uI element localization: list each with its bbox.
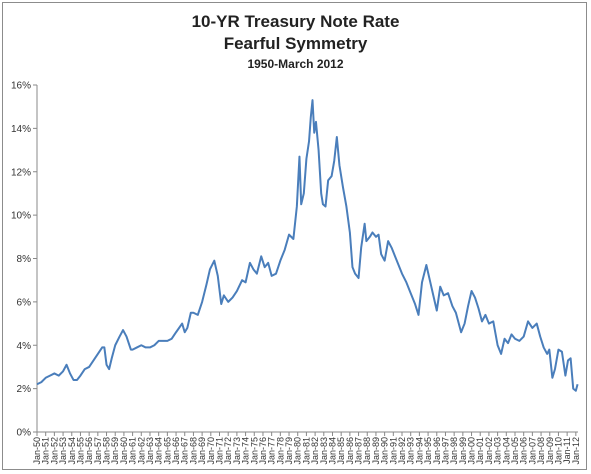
- x-tick-label: Jan-06: [519, 437, 529, 465]
- x-tick-label: Jan-60: [119, 437, 129, 465]
- x-tick-label: Jan-73: [232, 437, 242, 465]
- x-tick-label: Jan-82: [310, 437, 320, 465]
- x-tick-label: Jan-92: [397, 437, 407, 465]
- x-tick-label: Jan-56: [84, 437, 94, 465]
- y-tick-label: 8%: [17, 254, 32, 265]
- x-tick-label: Jan-01: [475, 437, 485, 465]
- x-tick-label: Jan-84: [327, 437, 337, 465]
- x-tick-label: Jan-75: [249, 437, 259, 465]
- x-tick-label: Jan-90: [380, 437, 390, 465]
- x-tick-label: Jan-81: [301, 437, 311, 465]
- x-tick-label: Jan-07: [527, 437, 537, 465]
- x-tick-label: Jan-64: [154, 437, 164, 465]
- x-tick-label: Jan-70: [206, 437, 216, 465]
- x-tick-label: Jan-53: [58, 437, 68, 465]
- x-tick-label: Jan-52: [49, 437, 59, 465]
- x-tick-label: Jan-03: [493, 437, 503, 465]
- x-tick-label: Jan-80: [293, 437, 303, 465]
- y-tick-label: 14%: [11, 124, 31, 135]
- x-tick-label: Jan-51: [41, 437, 51, 465]
- x-tick-label: Jan-98: [449, 437, 459, 465]
- x-tick-label: Jan-86: [345, 437, 355, 465]
- chart-date-range: 1950-March 2012: [247, 57, 344, 71]
- x-tick-label: Jan-02: [484, 437, 494, 465]
- y-tick-label: 4%: [17, 341, 32, 352]
- series-line: [36, 99, 579, 392]
- x-tick-label: Jan-74: [241, 437, 251, 465]
- x-tick-label: Jan-50: [32, 437, 42, 465]
- x-tick-label: Jan-72: [223, 437, 233, 465]
- x-tick-label: Jan-94: [414, 437, 424, 465]
- x-axis-ticks: Jan-50Jan-51Jan-52Jan-53Jan-54Jan-55Jan-…: [32, 432, 581, 465]
- x-tick-label: Jan-88: [362, 437, 372, 465]
- x-tick-label: Jan-67: [180, 437, 190, 465]
- x-tick-label: Jan-93: [406, 437, 416, 465]
- x-tick-label: Jan-91: [388, 437, 398, 465]
- x-tick-label: Jan-09: [545, 437, 555, 465]
- x-tick-label: Jan-78: [275, 437, 285, 465]
- x-tick-label: Jan-12: [571, 437, 581, 465]
- x-tick-label: Jan-69: [197, 437, 207, 465]
- chart-subtitle: Fearful Symmetry: [223, 34, 368, 53]
- x-tick-label: Jan-66: [171, 437, 181, 465]
- x-tick-label: Jan-57: [93, 437, 103, 465]
- y-axis-ticks: 0% 2% 4% 6% 8% 10% 12% 14% 16%: [11, 81, 37, 439]
- x-tick-label: Jan-95: [423, 437, 433, 465]
- x-tick-label: Jan-05: [510, 437, 520, 465]
- x-tick-label: Jan-85: [336, 437, 346, 465]
- x-tick-label: Jan-11: [562, 437, 572, 464]
- x-tick-label: Jan-54: [67, 437, 77, 465]
- x-tick-label: Jan-89: [371, 437, 381, 465]
- x-tick-label: Jan-63: [145, 437, 155, 465]
- x-tick-label: Jan-10: [553, 437, 563, 465]
- x-tick-label: Jan-61: [128, 437, 138, 465]
- x-tick-label: Jan-83: [319, 437, 329, 465]
- y-tick-label: 16%: [11, 81, 31, 92]
- x-tick-label: Jan-71: [215, 437, 225, 465]
- x-tick-label: Jan-59: [110, 437, 120, 465]
- x-tick-label: Jan-97: [440, 437, 450, 465]
- x-tick-label: Jan-99: [458, 437, 468, 465]
- x-tick-label: Jan-77: [267, 437, 277, 465]
- series-group: [36, 99, 579, 392]
- x-tick-label: Jan-96: [432, 437, 442, 465]
- x-tick-label: Jan-08: [536, 437, 546, 465]
- axes: [36, 85, 578, 433]
- x-tick-label: Jan-00: [467, 437, 477, 465]
- x-tick-label: Jan-76: [258, 437, 268, 465]
- y-tick-label: 10%: [11, 211, 31, 222]
- x-tick-label: Jan-62: [136, 437, 146, 465]
- x-tick-label: Jan-65: [162, 437, 172, 465]
- y-tick-label: 6%: [17, 297, 32, 308]
- chart-title: 10-YR Treasury Note Rate: [191, 12, 400, 31]
- x-tick-label: Jan-79: [284, 437, 294, 465]
- x-tick-label: Jan-87: [354, 437, 364, 465]
- x-tick-label: Jan-68: [188, 437, 198, 465]
- x-tick-label: Jan-04: [501, 437, 511, 465]
- x-tick-label: Jan-55: [75, 437, 85, 465]
- y-tick-label: 2%: [17, 384, 32, 395]
- y-tick-label: 0%: [17, 428, 32, 439]
- x-tick-label: Jan-58: [102, 437, 112, 465]
- y-tick-label: 12%: [11, 167, 31, 178]
